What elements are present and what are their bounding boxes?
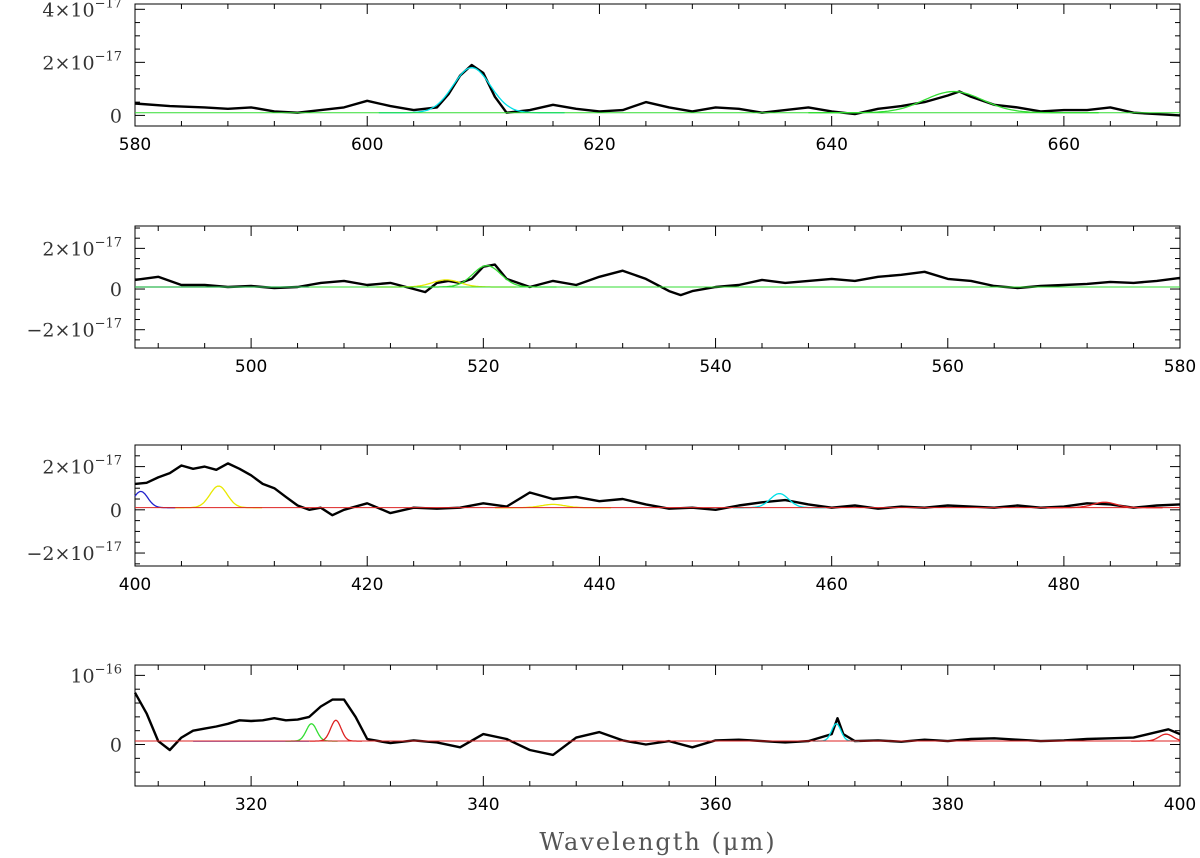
- y-tick-label: 2×10−17: [42, 235, 122, 260]
- y-tick-label: 0: [110, 279, 122, 301]
- x-tick-label: 320: [235, 795, 267, 815]
- y-tick-label: 0: [110, 105, 122, 127]
- x-tick-label: 640: [815, 135, 847, 155]
- panel-4: 320 340 360 380 400 10−16 0: [70, 662, 1196, 815]
- x-tick-label: 340: [467, 795, 499, 815]
- x-tick-label: 440: [583, 575, 615, 595]
- x-tick-label: 520: [467, 357, 499, 377]
- x-tick-label: 500: [235, 357, 267, 377]
- x-tick-label: 400: [119, 575, 151, 595]
- x-tick-label: 580: [119, 135, 151, 155]
- fit-line: [134, 490, 176, 509]
- x-tick-label: 620: [583, 135, 615, 155]
- x-tick-label: 560: [932, 357, 964, 377]
- y-tick-label: 10−16: [70, 662, 122, 687]
- panel-2: 500 520 540 560 580 2×10−17 0 −2×10−17: [26, 225, 1196, 377]
- x-tick-label: 400: [1164, 795, 1196, 815]
- y-tick-label: 4×10−17: [42, 0, 122, 21]
- panel-1: 580 600 620 640 660 4×10−17 2×10−17 0: [42, 0, 1181, 155]
- x-tick-label: 600: [351, 135, 383, 155]
- x-tick-label: 460: [815, 575, 847, 595]
- x-tick-label: 580: [1164, 357, 1196, 377]
- y-tick-label: −2×10−17: [26, 317, 122, 342]
- y-tick-label: 2×10−17: [42, 454, 122, 479]
- fit-line: [309, 719, 362, 742]
- x-axis-title: Wavelength (μm): [539, 828, 776, 856]
- y-tick-label: 0: [110, 500, 122, 522]
- y-tick-label: 2×10−17: [42, 49, 122, 74]
- plot-frame: [134, 3, 1181, 127]
- y-tick-label: 0: [110, 735, 122, 757]
- spectrum-line: [134, 462, 1181, 517]
- spectrum-line: [134, 63, 1181, 117]
- spectrum-line: [134, 263, 1181, 297]
- x-tick-label: 660: [1048, 135, 1080, 155]
- y-tick-label: −2×10−17: [26, 540, 122, 565]
- fit-line: [175, 485, 263, 509]
- plot-frame: [134, 664, 1181, 787]
- fit-line: [378, 67, 565, 114]
- panel-3: 400 420 440 460 480 2×10−17 0 −2×10−17: [26, 444, 1181, 595]
- x-tick-label: 420: [351, 575, 383, 595]
- x-tick-label: 540: [699, 357, 731, 377]
- x-tick-label: 480: [1048, 575, 1080, 595]
- fit-line: [285, 723, 338, 742]
- x-tick-label: 380: [932, 795, 964, 815]
- x-tick-label: 360: [699, 795, 731, 815]
- spectrum-line: [133, 692, 1181, 757]
